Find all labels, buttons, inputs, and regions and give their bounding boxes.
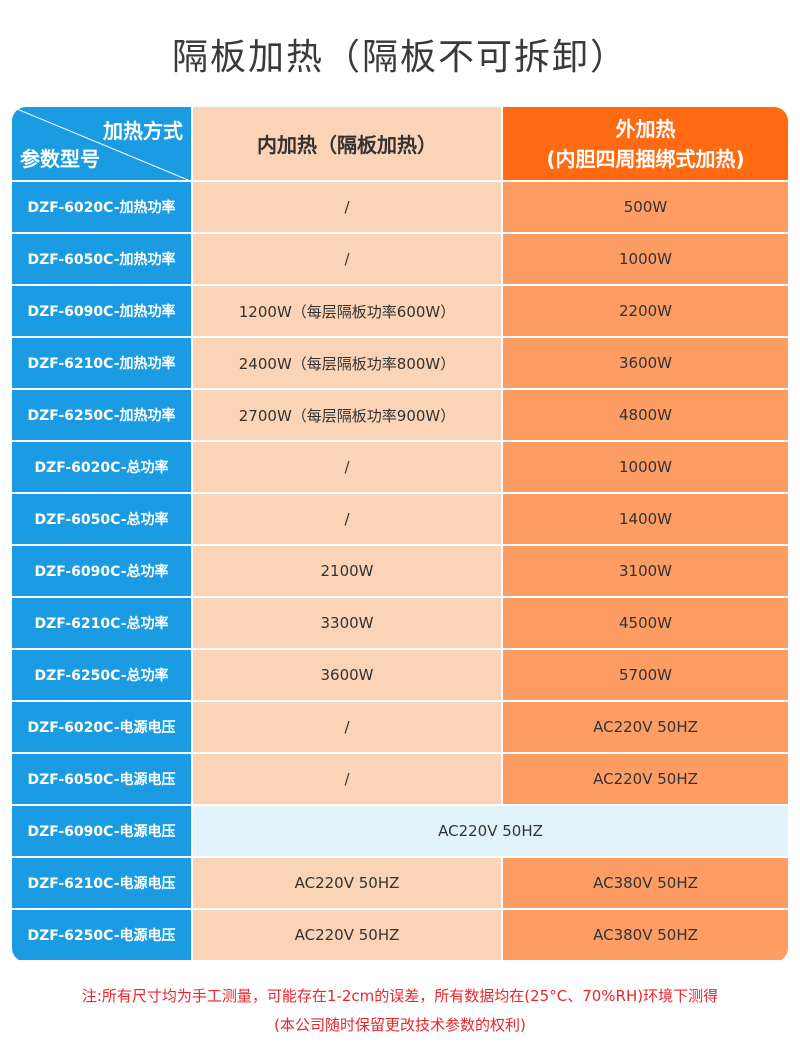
outer-cell: 4800W <box>503 390 788 442</box>
inner-cell: AC220V 50HZ <box>193 910 503 962</box>
outer-cell: 500W <box>503 182 788 234</box>
merged-cell: AC220V 50HZ <box>193 806 788 858</box>
inner-cell: 2400W（每层隔板功率800W） <box>193 338 503 390</box>
model-cell: DZF-6210C-加热功率 <box>12 338 193 390</box>
model-cell: DZF-6050C-总功率 <box>12 494 193 546</box>
model-cell: DZF-6020C-加热功率 <box>12 182 193 234</box>
model-cell: DZF-6020C-电源电压 <box>12 702 193 754</box>
inner-cell: 1200W（每层隔板功率600W） <box>193 286 503 338</box>
inner-cell: / <box>193 754 503 806</box>
outer-cell: AC220V 50HZ <box>503 702 788 754</box>
model-cell: DZF-6090C-电源电压 <box>12 806 193 858</box>
inner-cell: AC220V 50HZ <box>193 858 503 910</box>
outer-cell: 1400W <box>503 494 788 546</box>
inner-cell: / <box>193 494 503 546</box>
corner-cell: 加热方式 参数型号 <box>12 107 193 182</box>
inner-cell: / <box>193 702 503 754</box>
inner-cell: 2100W <box>193 546 503 598</box>
inner-cell: / <box>193 182 503 234</box>
header-inner: 内加热（隔板加热） <box>193 107 503 182</box>
model-cell: DZF-6090C-加热功率 <box>12 286 193 338</box>
title: 隔板加热（隔板不可拆卸） <box>171 37 628 78</box>
diagonal <box>12 107 193 182</box>
inner-cell: 3600W <box>193 650 503 702</box>
model-cell: DZF-6090C-总功率 <box>12 546 193 598</box>
model-cell: DZF-6210C-电源电压 <box>12 858 193 910</box>
header-outer: 外加热 (内胆四周捆绑式加热) <box>503 107 788 182</box>
inner-cell: / <box>193 442 503 494</box>
model-cell: DZF-6050C-电源电压 <box>12 754 193 806</box>
model-cell: DZF-6210C-总功率 <box>12 598 193 650</box>
model-cell: DZF-6250C-加热功率 <box>12 390 193 442</box>
inner-cell: 2700W（每层隔板功率900W） <box>193 390 503 442</box>
outer-cell: 3100W <box>503 546 788 598</box>
corner-bottom: 参数型号 <box>20 147 100 171</box>
corner-top: 加热方式 <box>103 119 183 143</box>
outer-cell: 2200W <box>503 286 788 338</box>
model-cell: DZF-6250C-总功率 <box>12 650 193 702</box>
outer-cell: 4500W <box>503 598 788 650</box>
outer-cell: 1000W <box>503 234 788 286</box>
header-outer-line2: (内胆四周捆绑式加热) <box>546 146 745 171</box>
outer-cell: 1000W <box>503 442 788 494</box>
note: 注:所有尺寸均为手工测量，可能存在1-2cm的误差，所有数据均在(25°C、70… <box>81 987 719 1005</box>
outer-cell: 3600W <box>503 338 788 390</box>
note: (本公司随时保留更改技术参数的权利) <box>274 1016 526 1034</box>
outer-cell: AC380V 50HZ <box>503 910 788 962</box>
model-cell: DZF-6250C-电源电压 <box>12 910 193 962</box>
model-cell: DZF-6020C-总功率 <box>12 442 193 494</box>
inner-cell: / <box>193 234 503 286</box>
model-cell: DZF-6050C-加热功率 <box>12 234 193 286</box>
outer-cell: AC380V 50HZ <box>503 858 788 910</box>
header-outer-line1: 外加热 <box>615 116 676 141</box>
outer-cell: AC220V 50HZ <box>503 754 788 806</box>
table: 加热方式 参数型号 内加热（隔板加热） 外加热 (内胆四周捆绑式加热) DZF-… <box>12 107 788 962</box>
outer-cell: 5700W <box>503 650 788 702</box>
inner-cell: 3300W <box>193 598 503 650</box>
